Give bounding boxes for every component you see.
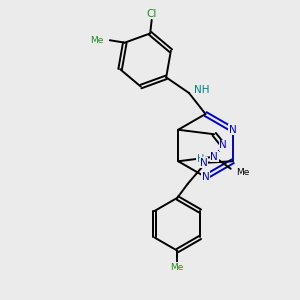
Text: Me: Me bbox=[236, 168, 250, 177]
Text: Me: Me bbox=[171, 263, 184, 272]
Text: N: N bbox=[210, 152, 218, 162]
Text: Me: Me bbox=[90, 36, 104, 45]
Text: N: N bbox=[202, 172, 209, 182]
Text: N: N bbox=[200, 158, 208, 168]
Text: NH: NH bbox=[194, 85, 210, 95]
Text: N: N bbox=[229, 125, 237, 135]
Text: N: N bbox=[219, 140, 227, 151]
Text: H: H bbox=[197, 154, 204, 164]
Text: Cl: Cl bbox=[146, 9, 157, 19]
